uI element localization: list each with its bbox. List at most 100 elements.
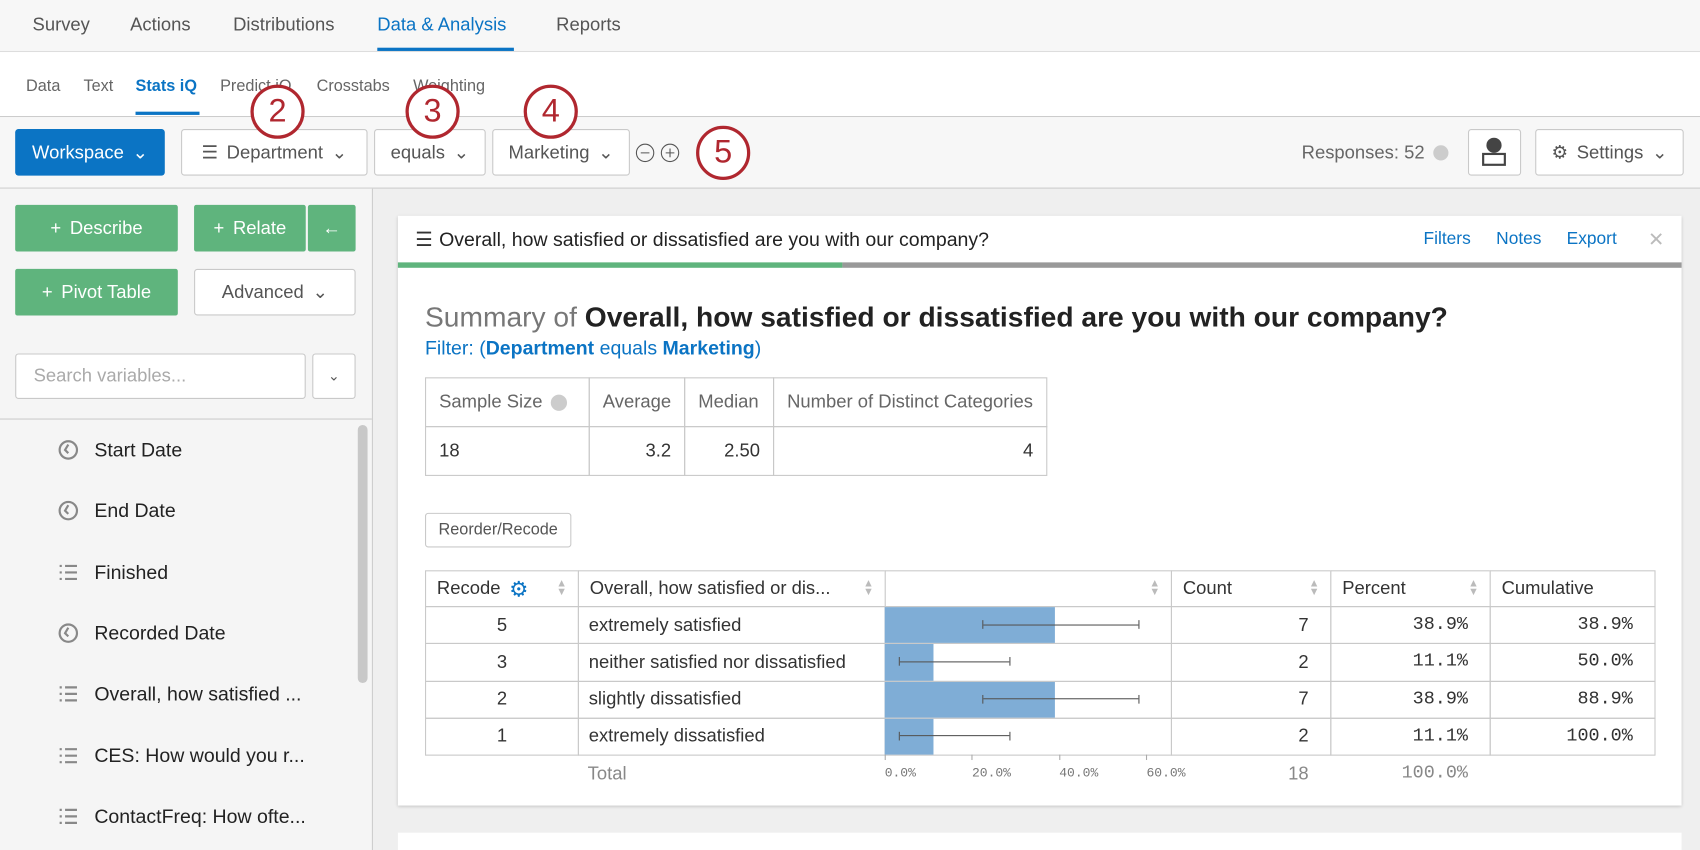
freq-cell: extremely dissatisfied — [577, 717, 886, 756]
nav-tab[interactable]: Actions — [130, 14, 191, 35]
sub-tab[interactable]: Text — [83, 76, 114, 96]
variable-item[interactable]: CES: How would you r... — [94, 744, 305, 766]
variable-icon — [58, 623, 79, 643]
sort-icon[interactable]: ▲ ▼ — [1468, 577, 1479, 599]
notes-link[interactable]: Notes — [1496, 229, 1542, 249]
sort-icon[interactable]: ▲ ▼ — [1149, 577, 1161, 599]
freq-header: Overall, how satisfied or dis... ▲ ▼ — [577, 570, 886, 608]
stats-header-text: Average — [602, 391, 672, 412]
summary-prefix: Summary of — [424, 300, 577, 333]
stats-value-text: 3.2 — [645, 440, 672, 461]
close-button[interactable]: ✕ — [1647, 228, 1665, 251]
freq-value: 38.9% — [1412, 614, 1468, 636]
freq-value: neither satisfied nor dissatisfied — [588, 651, 846, 673]
relate-button[interactable]: + Relate — [194, 204, 306, 252]
stats-value: 18 — [424, 426, 590, 476]
freq-value: 88.9% — [1577, 689, 1633, 710]
freq-value: 11.1% — [1412, 726, 1468, 747]
variable-item[interactable]: Start Date — [94, 439, 183, 461]
search-placeholder: Search variables... — [33, 365, 187, 386]
operator-label: equals — [390, 141, 445, 163]
caret: ⌄ — [598, 141, 614, 163]
freq-header-text: Cumulative — [1501, 577, 1594, 599]
describe-label: Describe — [69, 217, 143, 238]
error-bar — [898, 657, 1011, 667]
gear-icon: ⚙ — [1551, 141, 1569, 163]
nav-tab[interactable]: Survey — [32, 14, 90, 35]
export-link[interactable]: Export — [1566, 229, 1617, 249]
nav-tab[interactable]: Distributions — [233, 14, 335, 35]
gear-icon[interactable]: ⚙ — [509, 577, 529, 602]
freq-cell: 50.0% — [1489, 643, 1656, 682]
freq-cell: 100.0% — [1489, 717, 1656, 756]
progress-rest — [842, 262, 1682, 268]
sub-tab[interactable]: Stats iQ — [135, 76, 197, 96]
pivot-button[interactable]: + Pivot Table — [15, 268, 178, 316]
nav-tab[interactable]: Data & Analysis — [377, 14, 507, 35]
summary-title: Summary of Overall, how satisfied or dis… — [425, 300, 1448, 333]
variable-item[interactable]: Overall, how satisfied ... — [94, 683, 302, 705]
describe-button[interactable]: + Describe — [15, 204, 178, 252]
callout: 4 — [523, 84, 578, 139]
variable-item[interactable]: End Date — [94, 500, 176, 522]
search-dropdown[interactable]: ⌄ — [312, 353, 356, 399]
variable-item[interactable]: Recorded Date — [94, 622, 226, 644]
stats-value: 3.2 — [588, 426, 686, 476]
filter-line: Filter: (Department equals Marketing) — [425, 337, 761, 359]
freq-header-text[interactable]: Percent — [1342, 577, 1406, 599]
freq-header-text[interactable]: Count — [1182, 577, 1233, 599]
plus: + — [213, 217, 225, 238]
freq-value: 38.9% — [1577, 614, 1633, 636]
sort-icon[interactable]: ▲ ▼ — [1308, 577, 1320, 599]
freq-cell: 2 — [424, 680, 579, 719]
progress-done — [397, 262, 843, 268]
freq-header-text[interactable]: Overall, how satisfied or dis... — [589, 577, 831, 599]
book-button[interactable] — [1467, 129, 1522, 176]
reorder-button[interactable]: Reorder/Recode — [424, 512, 572, 548]
freq-cell: 2 — [1170, 717, 1332, 756]
reorder-label: Reorder/Recode — [438, 520, 558, 539]
freq-cell: 7 — [1170, 680, 1332, 719]
freq-value: 2 — [1298, 725, 1309, 747]
stats-header: Sample Size — [424, 377, 590, 428]
value-label: Marketing — [508, 141, 590, 163]
caret: ⌄ — [312, 281, 328, 302]
variable-icon — [59, 564, 77, 580]
workspace-label: Workspace — [32, 141, 124, 163]
add-remove-icons[interactable] — [634, 141, 684, 165]
freq-value: 50.0% — [1577, 651, 1633, 673]
freq-cell: 5 — [424, 606, 579, 645]
search-input[interactable]: Search variables... — [15, 353, 306, 399]
caret: ⌄ — [1651, 141, 1668, 163]
stats-header-text: Sample Size — [439, 391, 543, 412]
sub-tab[interactable]: Data — [26, 76, 61, 96]
collapse-button[interactable]: ← — [307, 204, 356, 252]
variable-label: Department — [226, 141, 323, 163]
sort-icon[interactable]: ▲ ▼ — [863, 577, 874, 599]
nav-tab[interactable]: Reports — [556, 14, 621, 35]
freq-cell: 88.9% — [1489, 680, 1656, 719]
freq-value: 7 — [1298, 688, 1309, 710]
freq-header: Cumulative — [1489, 570, 1656, 608]
filters-link[interactable]: Filters — [1423, 229, 1471, 249]
next-card — [397, 832, 1682, 850]
freq-value: extremely dissatisfied — [588, 725, 765, 747]
filter-prefix: Filter: ( — [424, 337, 486, 359]
variable-item[interactable]: ContactFreq: How ofte... — [94, 805, 306, 828]
variable-item[interactable]: Finished — [94, 561, 169, 583]
sub-tab[interactable]: Crosstabs — [316, 76, 390, 96]
advanced-select[interactable]: Advanced ⌄ — [194, 268, 356, 316]
responses: Responses: 52 — [1301, 142, 1425, 163]
workspace-button[interactable]: Workspace ⌄ — [15, 129, 165, 176]
freq-value: 2 — [496, 688, 508, 710]
plus: + — [50, 217, 62, 238]
callout: 5 — [696, 125, 751, 180]
sort-icon[interactable]: ▲ ▼ — [556, 577, 568, 599]
freq-header: Count ▲ ▼ — [1170, 570, 1332, 608]
error-bar — [982, 694, 1140, 704]
freq-value: 11.1% — [1412, 651, 1468, 673]
freq-header-text[interactable]: Recode — [436, 577, 501, 599]
list-icon: ☰ — [201, 141, 219, 163]
filter-variable: Department — [485, 337, 595, 359]
settings-button[interactable]: ⚙ Settings ⌄ — [1535, 129, 1684, 176]
